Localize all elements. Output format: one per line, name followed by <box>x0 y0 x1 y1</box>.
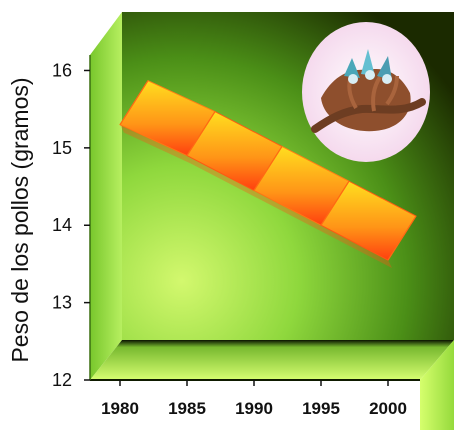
x-tick-label: 1980 <box>101 399 139 418</box>
y-tick-label: 14 <box>52 215 72 235</box>
ribbon-segment-shade <box>120 124 191 164</box>
y-tick-label: 16 <box>52 60 72 80</box>
x-tick-label: 1995 <box>302 399 340 418</box>
y-tick-label: 12 <box>52 370 72 390</box>
floor-wall <box>90 340 454 380</box>
ribbon-segment-shade <box>321 225 392 269</box>
ribbon-data-edge <box>119 80 149 125</box>
ribbon-data-edge <box>186 111 216 156</box>
x-tick-label: 2000 <box>369 399 407 418</box>
ribbon-data-edge <box>320 180 350 226</box>
bird-nest-with-chicks-icon <box>302 22 430 162</box>
x-tick-label: 1985 <box>168 399 206 418</box>
right-side-face <box>420 340 454 430</box>
ribbon-segment-shade <box>187 155 258 199</box>
y-tick-label: 13 <box>52 293 72 313</box>
x-axis: 1980 1985 1990 1995 2000 <box>101 380 407 418</box>
ribbon-data-edge <box>253 146 283 191</box>
y-axis-title: Peso de los pollos (gramos) <box>7 77 33 362</box>
x-tick-label: 1990 <box>235 399 273 418</box>
data-ribbon <box>119 80 417 269</box>
y-axis: 12 13 14 15 16 <box>52 60 90 390</box>
y-tick-label: 15 <box>52 138 72 158</box>
ribbon-data-edge <box>387 215 417 261</box>
left-side-wall <box>90 12 122 380</box>
ribbon-segment-shade <box>254 190 325 234</box>
